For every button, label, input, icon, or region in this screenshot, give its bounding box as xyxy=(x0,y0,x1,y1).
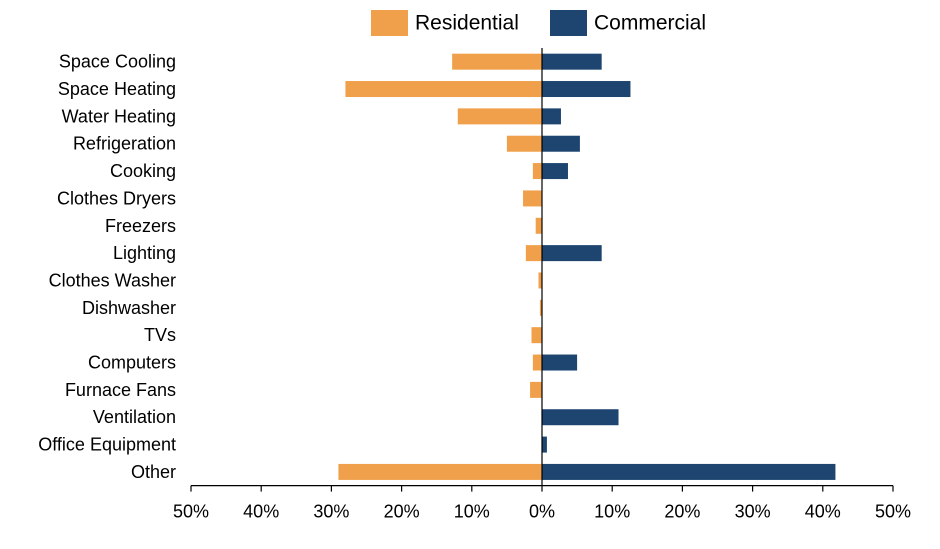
legend-swatch-commercial xyxy=(550,10,587,36)
bar-residential-space-cooling xyxy=(452,53,542,70)
category-label-cooking: Cooking xyxy=(110,161,176,181)
category-label-space-heating: Space Heating xyxy=(58,79,176,99)
category-label-water-heating: Water Heating xyxy=(62,106,176,126)
bar-residential-clothes-dryers xyxy=(523,190,542,207)
x-tick-label: 40% xyxy=(243,502,279,522)
chart-bars xyxy=(338,53,836,480)
bar-residential-other xyxy=(338,463,542,480)
x-tick-label: 30% xyxy=(735,502,771,522)
legend-label-residential: Residential xyxy=(415,12,519,35)
bar-residential-tvs xyxy=(531,327,542,344)
chart-legend: Residential Commercial xyxy=(371,10,706,36)
category-label-lighting: Lighting xyxy=(113,243,176,263)
bar-commercial-computers xyxy=(542,354,578,371)
bar-residential-furnace-fans xyxy=(530,381,542,398)
bar-residential-refrigeration xyxy=(506,135,542,152)
category-label-office-equipment: Office Equipment xyxy=(38,435,176,455)
x-tick-label: 0% xyxy=(529,502,555,522)
bar-commercial-space-heating xyxy=(542,81,631,98)
bar-commercial-cooking xyxy=(542,163,568,180)
category-label-dishwasher: Dishwasher xyxy=(82,298,176,318)
bar-commercial-space-cooling xyxy=(542,53,602,70)
x-tick-label: 50% xyxy=(875,502,911,522)
x-tick-label: 10% xyxy=(594,502,630,522)
category-label-computers: Computers xyxy=(88,353,176,373)
category-label-freezers: Freezers xyxy=(105,216,176,236)
category-label-other: Other xyxy=(131,462,176,482)
bar-residential-freezers xyxy=(535,217,542,234)
bar-residential-water-heating xyxy=(457,108,542,125)
bar-commercial-ventilation xyxy=(542,409,619,426)
x-tick-label: 50% xyxy=(173,502,209,522)
bar-residential-computers xyxy=(532,354,542,371)
category-label-furnace-fans: Furnace Fans xyxy=(65,380,176,400)
bar-commercial-office-equipment xyxy=(542,436,547,453)
x-tick-label: 20% xyxy=(664,502,700,522)
bar-commercial-water-heating xyxy=(542,108,561,125)
bar-residential-space-heating xyxy=(345,81,542,98)
bar-residential-lighting xyxy=(525,245,542,262)
x-tick-label: 10% xyxy=(454,502,490,522)
legend-label-commercial: Commercial xyxy=(594,12,706,35)
bar-residential-clothes-washer xyxy=(538,272,542,289)
bar-commercial-refrigeration xyxy=(542,135,580,152)
legend-swatch-residential xyxy=(371,10,408,36)
bar-commercial-other xyxy=(542,463,836,480)
x-tick-label: 40% xyxy=(805,502,841,522)
x-tick-label: 20% xyxy=(384,502,420,522)
category-labels: Space Cooling Space Heating Water Heating R… xyxy=(38,52,176,482)
category-label-space-cooling: Space Cooling xyxy=(59,52,176,72)
x-tick-label: 30% xyxy=(313,502,349,522)
bar-residential-cooking xyxy=(532,163,542,180)
category-label-ventilation: Ventilation xyxy=(93,407,176,427)
category-label-tvs: TVs xyxy=(144,325,176,345)
tick-labels: 50% 40% 30% 20% 10% 0% 10% 20% 30% 40% 50% xyxy=(173,502,911,522)
category-label-clothes-washer: Clothes Washer xyxy=(49,270,176,290)
chart-axes xyxy=(190,48,894,492)
bar-commercial-lighting xyxy=(542,245,602,262)
category-label-clothes-dryers: Clothes Dryers xyxy=(57,188,176,208)
bar-residential-dishwasher xyxy=(539,299,542,316)
category-label-refrigeration: Refrigeration xyxy=(73,134,176,154)
